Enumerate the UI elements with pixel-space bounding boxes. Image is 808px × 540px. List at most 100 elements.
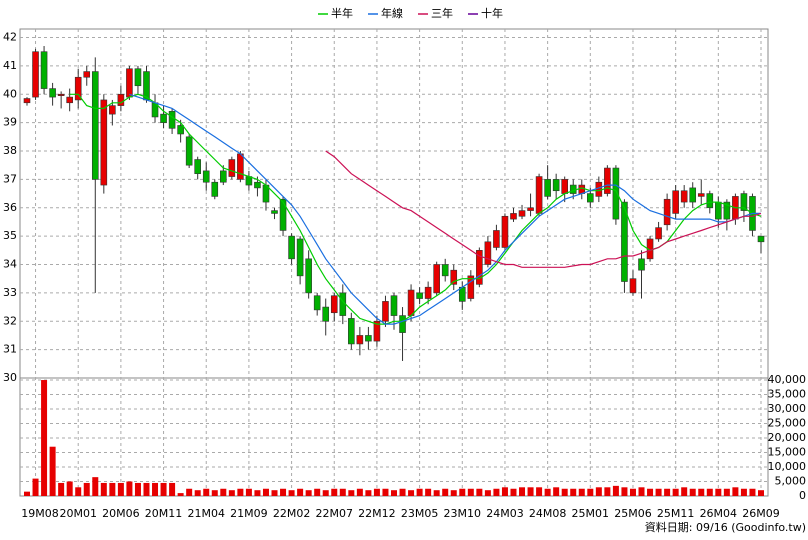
volume-bar [41,380,48,496]
legend-label: 十年 [481,6,503,20]
y2-tick-label: 40,000 [768,373,807,386]
x-tick-label: 21M04 [187,507,225,520]
candle-body [296,238,304,277]
volume-bar [544,488,551,496]
volume-bar [758,490,764,496]
y-tick-label: 36 [3,201,17,214]
volume-bar [134,482,141,496]
y-tick-label: 40 [3,87,17,100]
candle-body [365,335,372,342]
volume-bar [117,482,124,496]
candle-body [757,235,765,243]
candle-body [348,318,355,345]
volume-bar [245,488,252,496]
volume-bar [109,482,116,496]
candle-body [313,295,321,311]
volume-bar [211,490,218,496]
volume-bar [553,487,560,496]
candle-body [604,167,611,194]
volume-bar [254,490,261,496]
y-tick-label: 38 [3,144,17,157]
candle-body [134,68,142,87]
volume-bar [459,488,466,496]
volume-bar [100,482,107,496]
x-tick-label: 26M09 [742,507,780,520]
candle-body [416,292,423,299]
x-tick-label: 23M10 [444,507,482,520]
ma-line [325,150,762,268]
volume-bar [58,482,65,496]
candle-body [467,275,475,299]
volume-bar [536,487,543,496]
volume-bar [24,491,30,496]
x-tick-label: 20M06 [102,507,140,520]
volume-bar [356,488,363,496]
candle-body [23,98,31,104]
x-tick-label: 20M11 [145,507,183,520]
candle-body [595,181,603,197]
candle-body [288,235,295,260]
volume-bar [186,488,193,496]
candle-body [202,170,210,183]
volume-bar [527,487,534,496]
x-tick-label: 24M08 [529,507,567,520]
candle-body [441,264,449,277]
volume-bar [561,488,568,496]
candle-body [407,289,415,316]
volume-bar [595,487,602,496]
x-tick-label: 25M01 [572,507,610,520]
candle-body [194,159,201,175]
volume-bar [373,488,380,496]
candle-body [211,181,219,197]
volume-bar [433,490,440,496]
volume-bar [612,485,619,496]
volume-bar [425,488,432,496]
volume-bar [510,488,517,496]
volume-bar [484,490,491,496]
y-tick-label: 41 [3,59,17,72]
candle-body [552,179,560,192]
candle-body [450,269,458,285]
y2-tick-label: 15,000 [768,446,807,459]
candle-body [49,88,56,98]
candle-body [638,258,645,271]
candle-body [66,96,73,104]
volume-bar [83,482,90,496]
volume-bar [647,488,654,496]
y2-tick-label: 25,000 [768,417,807,430]
volume-bar [706,488,713,496]
y-tick-label: 30 [3,371,17,384]
candle-body [237,153,244,180]
x-tick-label: 26M04 [700,507,738,520]
volume-bar [348,490,355,496]
volume-bar [408,490,415,496]
source-note: 資料日期: 09/16 (Goodinfo.tw) [645,520,806,534]
volume-bar [177,493,184,496]
candle-body [723,201,731,220]
y2-tick-label: 35,000 [768,388,807,401]
candle-body [663,198,671,226]
y2-tick-label: 20,000 [768,431,807,444]
volume-bar [32,478,39,496]
volume-bar [698,488,705,496]
volume-bar [604,487,611,496]
candle-body [356,335,364,345]
volume-bar [519,487,526,496]
candle-body [476,250,483,285]
candle-body [501,215,509,248]
candle-body [160,113,167,123]
y-tick-label: 37 [3,172,17,185]
legend-label: 半年 [331,6,353,20]
volume-bar [297,488,304,496]
volume-bar [578,488,585,496]
volume-bar [288,490,295,496]
volume-bar [399,488,406,496]
candle-body [220,170,227,183]
candle-body [569,184,577,194]
volume-bar [382,488,389,496]
candle-body [305,258,312,294]
x-tick-label: 20M01 [59,507,97,520]
volume-bar [664,488,671,496]
volume-bar [501,487,508,496]
volume-bar [262,488,269,496]
